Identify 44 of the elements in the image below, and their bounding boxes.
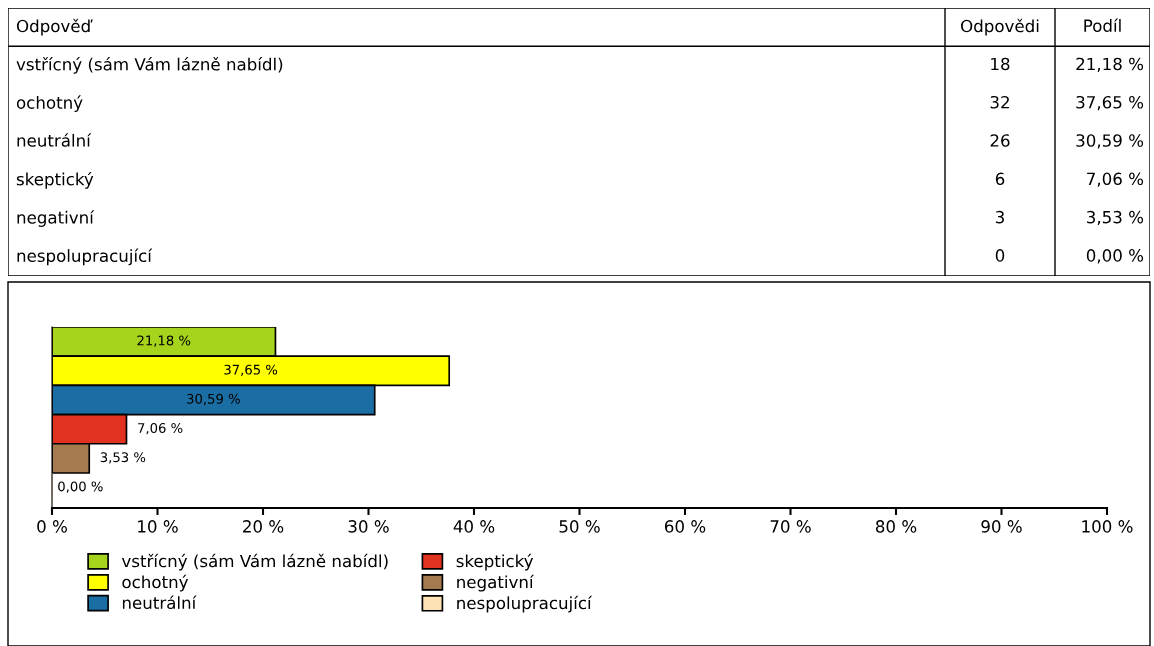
data-label: 26: [990, 134, 1010, 147]
category-label: negativní: [17, 210, 95, 227]
x-tick-label: 30 %: [348, 520, 389, 533]
legend-label: nespolupracující: [457, 595, 593, 613]
data-label: 7,06 %: [138, 423, 183, 435]
data-label: 37,65 %: [1076, 95, 1144, 111]
category-label: nespolupracující: [17, 248, 153, 266]
x-tick-label: 20 %: [243, 520, 284, 533]
data-label: 3,53 %: [1087, 210, 1144, 226]
legend-label: ochotný: [122, 574, 189, 592]
data-label: 30,59 %: [1076, 134, 1144, 149]
legend-label: skeptický: [456, 553, 534, 571]
x-tick-label: 0 %: [37, 520, 67, 533]
x-tick-label: 40 %: [453, 520, 495, 533]
text: Odpovědi: [961, 18, 1039, 36]
data-label: 3: [995, 210, 1004, 224]
category-label: vstřícný (sám Vám lázně nabídl): [16, 57, 283, 74]
x-tick-label: 100 %: [1082, 520, 1133, 533]
x-tick-label: 60 %: [664, 520, 706, 533]
category-label: ochotný: [16, 95, 83, 113]
text: Odpověď: [16, 18, 93, 36]
legend-label: negativní: [457, 574, 534, 592]
text: Podíl: [1084, 18, 1121, 32]
legend-label: vstřícný (sám Vám lázně nabídl): [121, 553, 388, 571]
data-label: 21,18 %: [1076, 57, 1144, 72]
data-label: 6: [995, 172, 1005, 186]
data-label: 0: [995, 249, 1005, 262]
x-tick-label: 50 %: [559, 520, 600, 533]
data-label: 0,00 %: [1086, 249, 1144, 264]
legend-label: neutrální: [122, 595, 197, 610]
data-label: 3,53 %: [100, 452, 146, 464]
x-tick-label: 80 %: [875, 520, 917, 533]
data-label: 21,18 %: [137, 335, 191, 347]
data-label: 0,00 %: [58, 481, 103, 493]
category-label: skeptický: [16, 171, 94, 189]
x-tick-label: 10 %: [138, 520, 178, 533]
x-tick-label: 70 %: [770, 520, 811, 533]
data-label: 32: [990, 95, 1009, 109]
data-label: 37,65 %: [224, 364, 278, 376]
data-label: 18: [991, 57, 1010, 71]
data-label: 7,06 %: [1087, 172, 1144, 187]
x-tick-label: 90 %: [981, 520, 1022, 533]
category-label: neutrální: [17, 133, 92, 147]
data-label: 30,59 %: [187, 393, 240, 406]
